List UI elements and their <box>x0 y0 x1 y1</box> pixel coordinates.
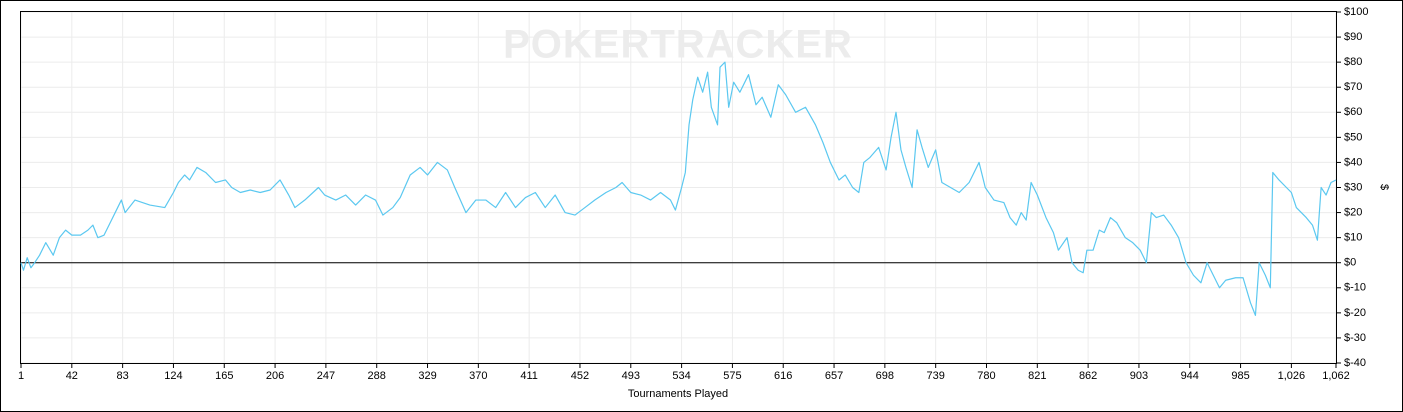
x-tick-label: 616 <box>774 370 792 382</box>
y-tick-label: $50 <box>1344 131 1362 143</box>
x-tick-label: 493 <box>622 370 640 382</box>
y-tick-label: $10 <box>1344 232 1362 244</box>
x-tick-label: 862 <box>1079 370 1097 382</box>
x-tick-label: 411 <box>520 370 538 382</box>
y-tick-label: $80 <box>1344 56 1362 68</box>
y-tick-label: $-20 <box>1344 307 1366 319</box>
x-tick-label: 165 <box>215 370 233 382</box>
x-tick-label: 739 <box>926 370 944 382</box>
x-tick-label: 288 <box>368 370 386 382</box>
y-tick-label: $-40 <box>1344 357 1366 369</box>
x-tick-label: 657 <box>825 370 843 382</box>
y-tick-label: $60 <box>1344 106 1362 118</box>
x-tick-label: 83 <box>117 370 129 382</box>
x-tick-label: 575 <box>723 370 741 382</box>
y-tick-label: $90 <box>1344 31 1362 43</box>
x-tick-label: 985 <box>1231 370 1249 382</box>
x-tick-label: 247 <box>317 370 335 382</box>
x-tick-label: 1,062 <box>1322 370 1350 382</box>
x-tick-label: 124 <box>164 370 182 382</box>
x-axis-label: Tournaments Played <box>628 388 728 400</box>
x-tick-label: 1 <box>18 370 24 382</box>
y-tick-label: $20 <box>1344 206 1362 218</box>
x-tick-label: 780 <box>977 370 995 382</box>
y-tick-label: $30 <box>1344 181 1362 193</box>
y-tick-label: $70 <box>1344 81 1362 93</box>
x-tick-label: 206 <box>266 370 284 382</box>
x-tick-label: 698 <box>876 370 894 382</box>
line-series <box>20 61 1337 316</box>
y-tick-label: $100 <box>1344 6 1368 18</box>
x-tick-label: 370 <box>469 370 487 382</box>
x-tick-label: 1,026 <box>1278 370 1306 382</box>
x-tick-label: 534 <box>672 370 690 382</box>
y-tick-label: $-10 <box>1344 282 1366 294</box>
x-tick-label: 821 <box>1028 370 1046 382</box>
y-tick-label: $40 <box>1344 156 1362 168</box>
x-tick-label: 452 <box>571 370 589 382</box>
y-tick-label: $-30 <box>1344 332 1366 344</box>
y-tick-label: $0 <box>1344 257 1356 269</box>
x-tick-label: 903 <box>1130 370 1148 382</box>
y-axis-label: $ <box>1378 184 1390 190</box>
watermark: POKERTRACKER <box>503 23 853 67</box>
x-tick-label: 944 <box>1181 370 1199 382</box>
x-tick-label: 42 <box>66 370 78 382</box>
x-tick-label: 329 <box>418 370 436 382</box>
